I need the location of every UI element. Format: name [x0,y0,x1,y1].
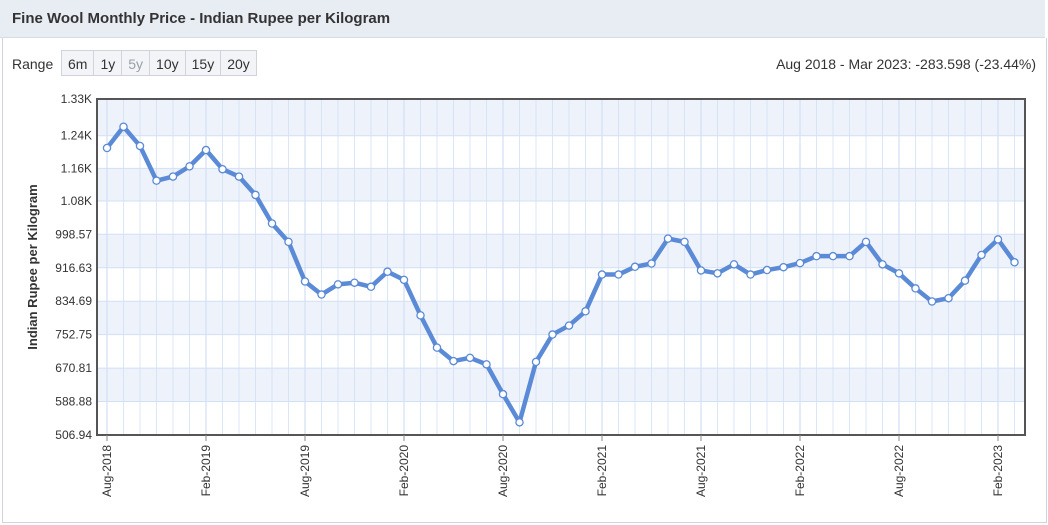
change-summary: Aug 2018 - Mar 2023: -283.598 (-23.44%) [776,56,1036,72]
data-point [498,389,508,399]
data-point [581,307,590,316]
range-15y-button[interactable]: 15y [184,50,221,76]
data-point [696,266,706,275]
data-point [465,353,475,363]
data-point [317,290,326,299]
y-tick-label: 916.63 [55,261,92,275]
data-point [185,162,194,171]
x-tick-label: Aug-2018 [100,445,114,497]
data-point [515,418,524,427]
data-point [432,343,442,352]
y-tick-label: 506.94 [55,428,92,442]
y-axis-title: Indian Rupee per Kilogram [25,184,40,349]
data-point [152,176,161,185]
data-point [861,237,871,247]
data-point [713,269,722,278]
data-point [828,251,838,261]
range-20y-button[interactable]: 20y [220,50,257,76]
data-point [548,330,557,339]
range-6m-button[interactable]: 6m [61,50,94,76]
data-point [911,284,920,293]
data-point [729,260,739,269]
data-point [119,122,128,132]
data-point [597,270,607,279]
x-tick-label: Feb-2019 [199,445,213,497]
y-tick-label: 998.57 [55,227,92,241]
data-point [845,251,854,261]
y-tick-label: 1.33K [61,92,92,106]
data-point [960,276,970,285]
data-point [812,251,821,261]
data-point [647,259,656,268]
data-point [779,262,788,272]
data-point [614,270,623,279]
plot-frame [96,98,1026,436]
data-point [399,275,409,285]
data-point [333,280,343,289]
range-selector: 6m 1y 5y 10y 15y 20y [61,50,257,76]
x-tick-label: Feb-2020 [397,445,411,497]
x-tick-label: Aug-2022 [892,445,906,497]
chart-header: Fine Wool Monthly Price - Indian Rupee p… [0,0,1045,38]
range-5y-button[interactable]: 5y [121,50,150,76]
range-1y-button[interactable]: 1y [93,50,122,76]
data-point [251,190,260,200]
data-point [267,219,277,228]
data-point [878,260,887,269]
data-point [201,145,211,155]
data-point [416,311,425,320]
chart-title: Fine Wool Monthly Price - Indian Rupee p… [12,10,391,27]
y-tick-label: 588.88 [55,395,92,409]
data-point [482,360,491,369]
range-10y-button[interactable]: 10y [149,50,185,76]
data-point [366,282,376,292]
data-point [762,265,772,275]
y-tick-label: 670.81 [55,361,92,375]
data-point [944,293,953,303]
x-tick-label: Aug-2019 [298,445,312,497]
data-point [680,237,689,247]
data-point [234,172,244,181]
data-point [977,250,986,260]
data-point [449,356,458,366]
data-point [284,237,293,247]
x-tick-label: Aug-2020 [496,445,510,497]
y-tick-label: 1.16K [61,161,92,175]
data-point [168,172,178,181]
y-tick-label: 1.08K [61,194,92,208]
data-point [795,258,805,268]
data-point [663,234,673,243]
x-tick-label: Feb-2023 [991,445,1005,497]
plot-band [97,99,1025,136]
data-point [894,269,904,278]
data-point [531,357,541,367]
data-point [927,297,937,306]
data-point [1010,258,1019,267]
data-point [746,270,755,279]
data-point [383,267,392,276]
data-point [993,235,1003,244]
x-tick-label: Feb-2021 [595,445,609,497]
data-point [218,164,227,174]
plot-band [97,368,1025,402]
data-point [102,143,112,153]
y-tick-label: 1.24K [61,129,92,143]
data-point [300,277,310,286]
range-label: Range [12,56,54,72]
y-tick-label: 834.69 [55,294,92,308]
x-tick-label: Aug-2021 [694,445,708,497]
y-tick-label: 752.75 [55,328,92,342]
x-tick-label: Feb-2022 [793,445,807,497]
data-point [630,262,640,272]
data-point [564,321,574,330]
data-point [135,141,145,151]
data-point [350,278,359,287]
chart-panel [2,38,1047,523]
